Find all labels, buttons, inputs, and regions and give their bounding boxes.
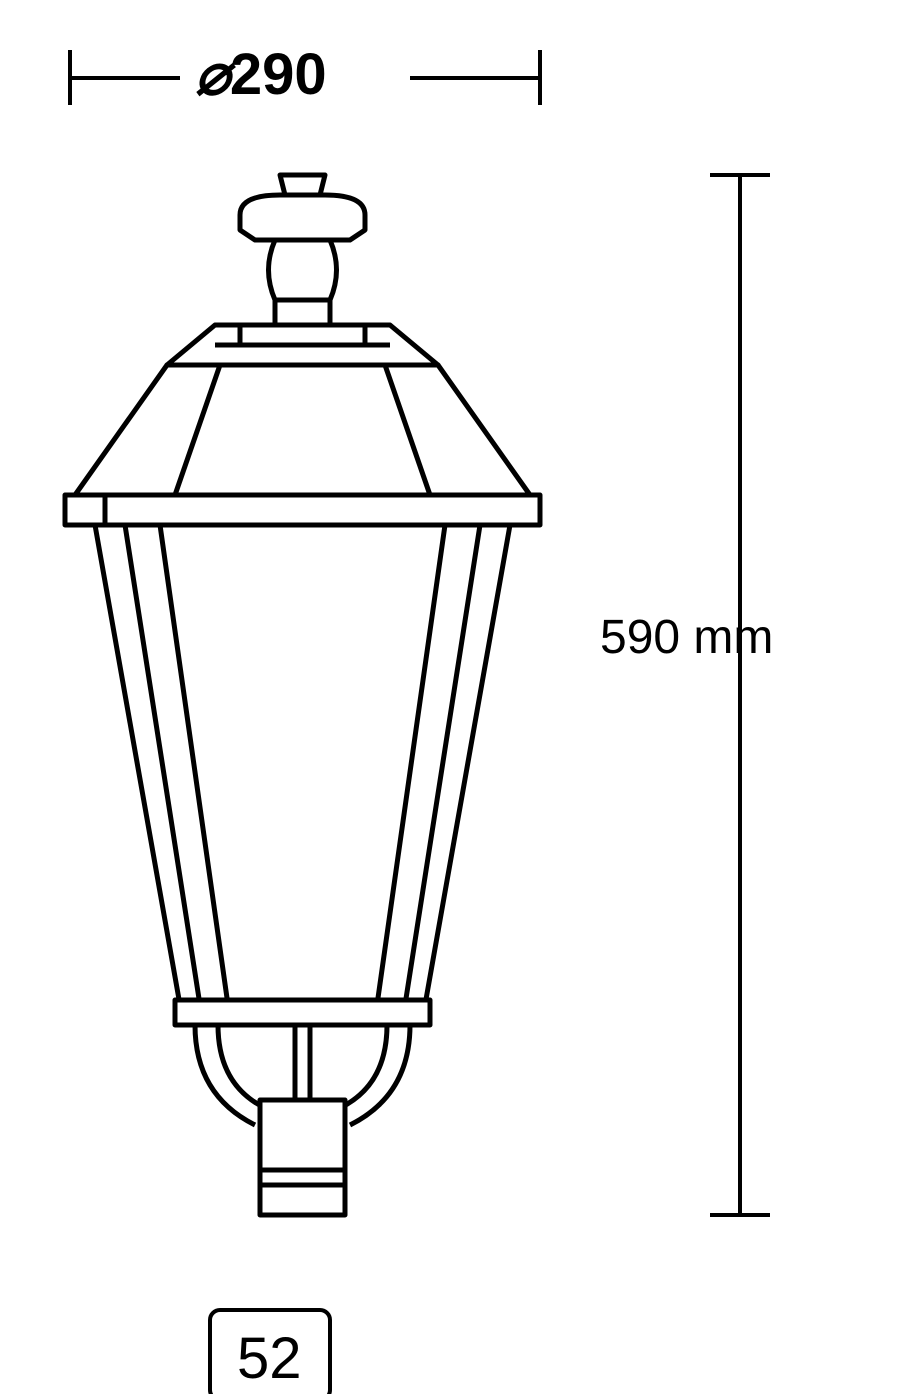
technical-drawing-container: ⌀290 590 mm [0, 0, 899, 1394]
base-dimension-label: 52 [237, 1325, 302, 1392]
base-dimension-box [0, 0, 899, 1394]
